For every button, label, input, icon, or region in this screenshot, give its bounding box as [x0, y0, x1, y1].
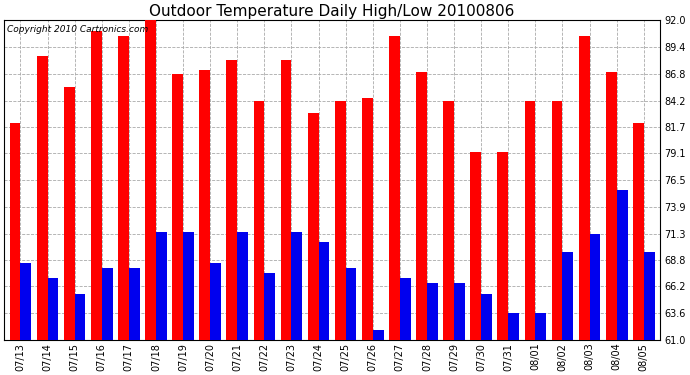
- Bar: [63, 87, 75, 340]
- Bar: [509, 313, 519, 340]
- Bar: [145, 20, 156, 340]
- Bar: [319, 242, 329, 340]
- Bar: [644, 252, 655, 340]
- Bar: [497, 152, 509, 340]
- Title: Outdoor Temperature Daily High/Low 20100806: Outdoor Temperature Daily High/Low 20100…: [150, 4, 515, 19]
- Bar: [226, 60, 237, 340]
- Bar: [524, 101, 535, 340]
- Bar: [427, 283, 437, 340]
- Bar: [400, 278, 411, 340]
- Bar: [362, 98, 373, 340]
- Bar: [156, 232, 167, 340]
- Text: Copyright 2010 Cartronics.com: Copyright 2010 Cartronics.com: [8, 25, 149, 34]
- Bar: [253, 101, 264, 340]
- Bar: [48, 278, 59, 340]
- Bar: [10, 123, 21, 340]
- Bar: [416, 72, 427, 340]
- Bar: [589, 234, 600, 340]
- Bar: [172, 74, 183, 340]
- Bar: [75, 294, 86, 340]
- Bar: [281, 60, 291, 340]
- Bar: [335, 101, 346, 340]
- Bar: [308, 113, 319, 340]
- Bar: [91, 31, 101, 340]
- Bar: [389, 36, 400, 340]
- Bar: [118, 36, 129, 340]
- Bar: [373, 330, 384, 340]
- Bar: [183, 232, 194, 340]
- Bar: [606, 72, 617, 340]
- Bar: [37, 56, 48, 340]
- Bar: [237, 232, 248, 340]
- Bar: [551, 101, 562, 340]
- Bar: [454, 283, 465, 340]
- Bar: [21, 262, 31, 340]
- Bar: [199, 70, 210, 340]
- Bar: [562, 252, 573, 340]
- Bar: [481, 294, 492, 340]
- Bar: [579, 36, 589, 340]
- Bar: [210, 262, 221, 340]
- Bar: [101, 268, 112, 340]
- Bar: [264, 273, 275, 340]
- Bar: [291, 232, 302, 340]
- Bar: [346, 268, 357, 340]
- Bar: [129, 268, 139, 340]
- Bar: [471, 152, 481, 340]
- Bar: [617, 190, 627, 340]
- Bar: [443, 101, 454, 340]
- Bar: [633, 123, 644, 340]
- Bar: [535, 313, 546, 340]
